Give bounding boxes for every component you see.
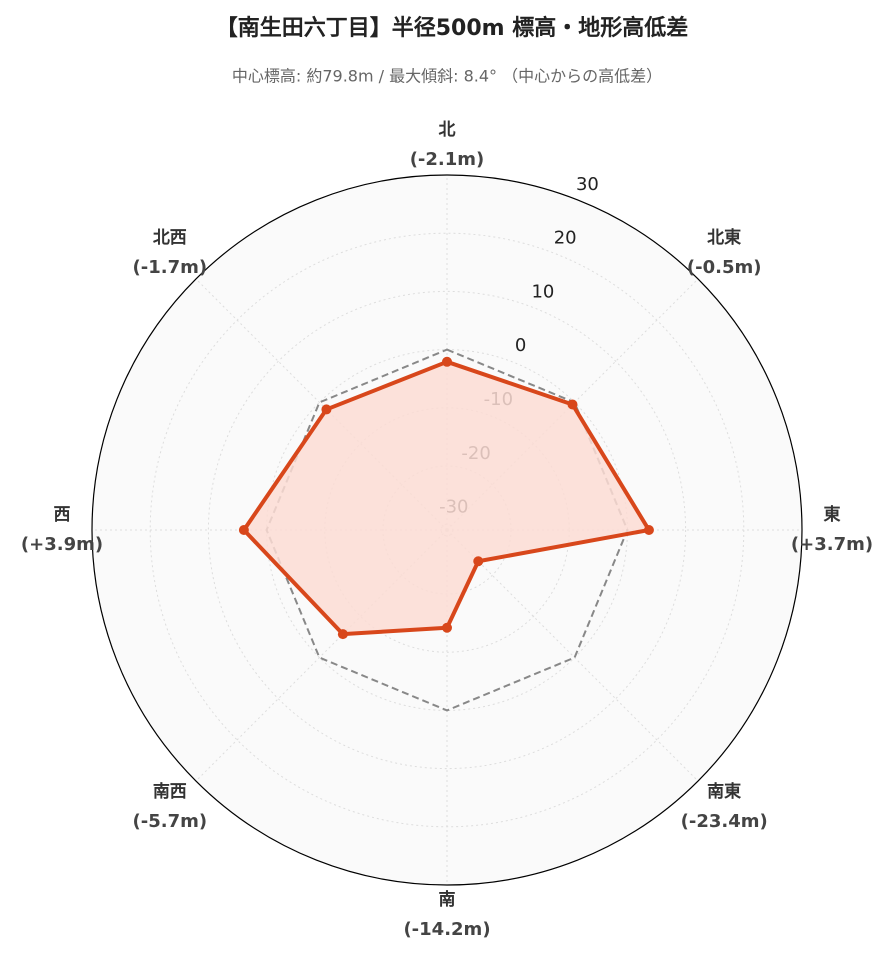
chart-subtitle: 中心標高: 約79.8m / 最大傾斜: 8.4° （中心からの高低差） xyxy=(232,67,662,86)
data-point xyxy=(473,556,484,567)
value-label: (+3.9m) xyxy=(21,534,103,555)
category-label: 北 xyxy=(439,120,456,140)
data-point xyxy=(442,622,452,633)
r-tick-label: 30 xyxy=(576,174,599,195)
value-label: (-0.5m) xyxy=(687,257,762,278)
data-point xyxy=(442,356,452,367)
category-label: 西 xyxy=(54,505,71,525)
spoke xyxy=(195,529,448,782)
grid-circle xyxy=(149,232,745,828)
category-label: 北西 xyxy=(153,228,187,248)
spoke xyxy=(446,278,699,531)
data-point xyxy=(567,399,578,410)
category-label: 東 xyxy=(824,504,841,525)
data-point xyxy=(643,525,654,535)
value-label: (-1.7m) xyxy=(133,257,208,278)
category-label: 北東 xyxy=(707,227,741,248)
spoke xyxy=(195,278,448,531)
r-tick-label: 0 xyxy=(515,335,526,356)
data-point xyxy=(238,525,249,535)
category-label: 南西 xyxy=(153,781,187,802)
value-label: (-23.4m) xyxy=(681,811,768,832)
category-label: 南 xyxy=(439,889,456,910)
category-label: 南東 xyxy=(707,781,741,802)
value-label: (-2.1m) xyxy=(410,149,485,170)
grid-circle xyxy=(207,290,687,770)
r-tick-label: 20 xyxy=(554,228,577,249)
outer-ring xyxy=(91,174,803,886)
baseline xyxy=(265,348,629,712)
data-point xyxy=(321,404,332,415)
value-label: (-5.7m) xyxy=(133,811,208,832)
value-label: (-14.2m) xyxy=(403,919,490,940)
value-label: (+3.7m) xyxy=(791,534,873,555)
chart-title: 【南生田六丁目】半径500m 標高・地形高低差 xyxy=(216,15,689,41)
r-tick-label: 10 xyxy=(531,281,554,302)
spoke xyxy=(446,529,699,782)
data-point xyxy=(337,629,348,640)
